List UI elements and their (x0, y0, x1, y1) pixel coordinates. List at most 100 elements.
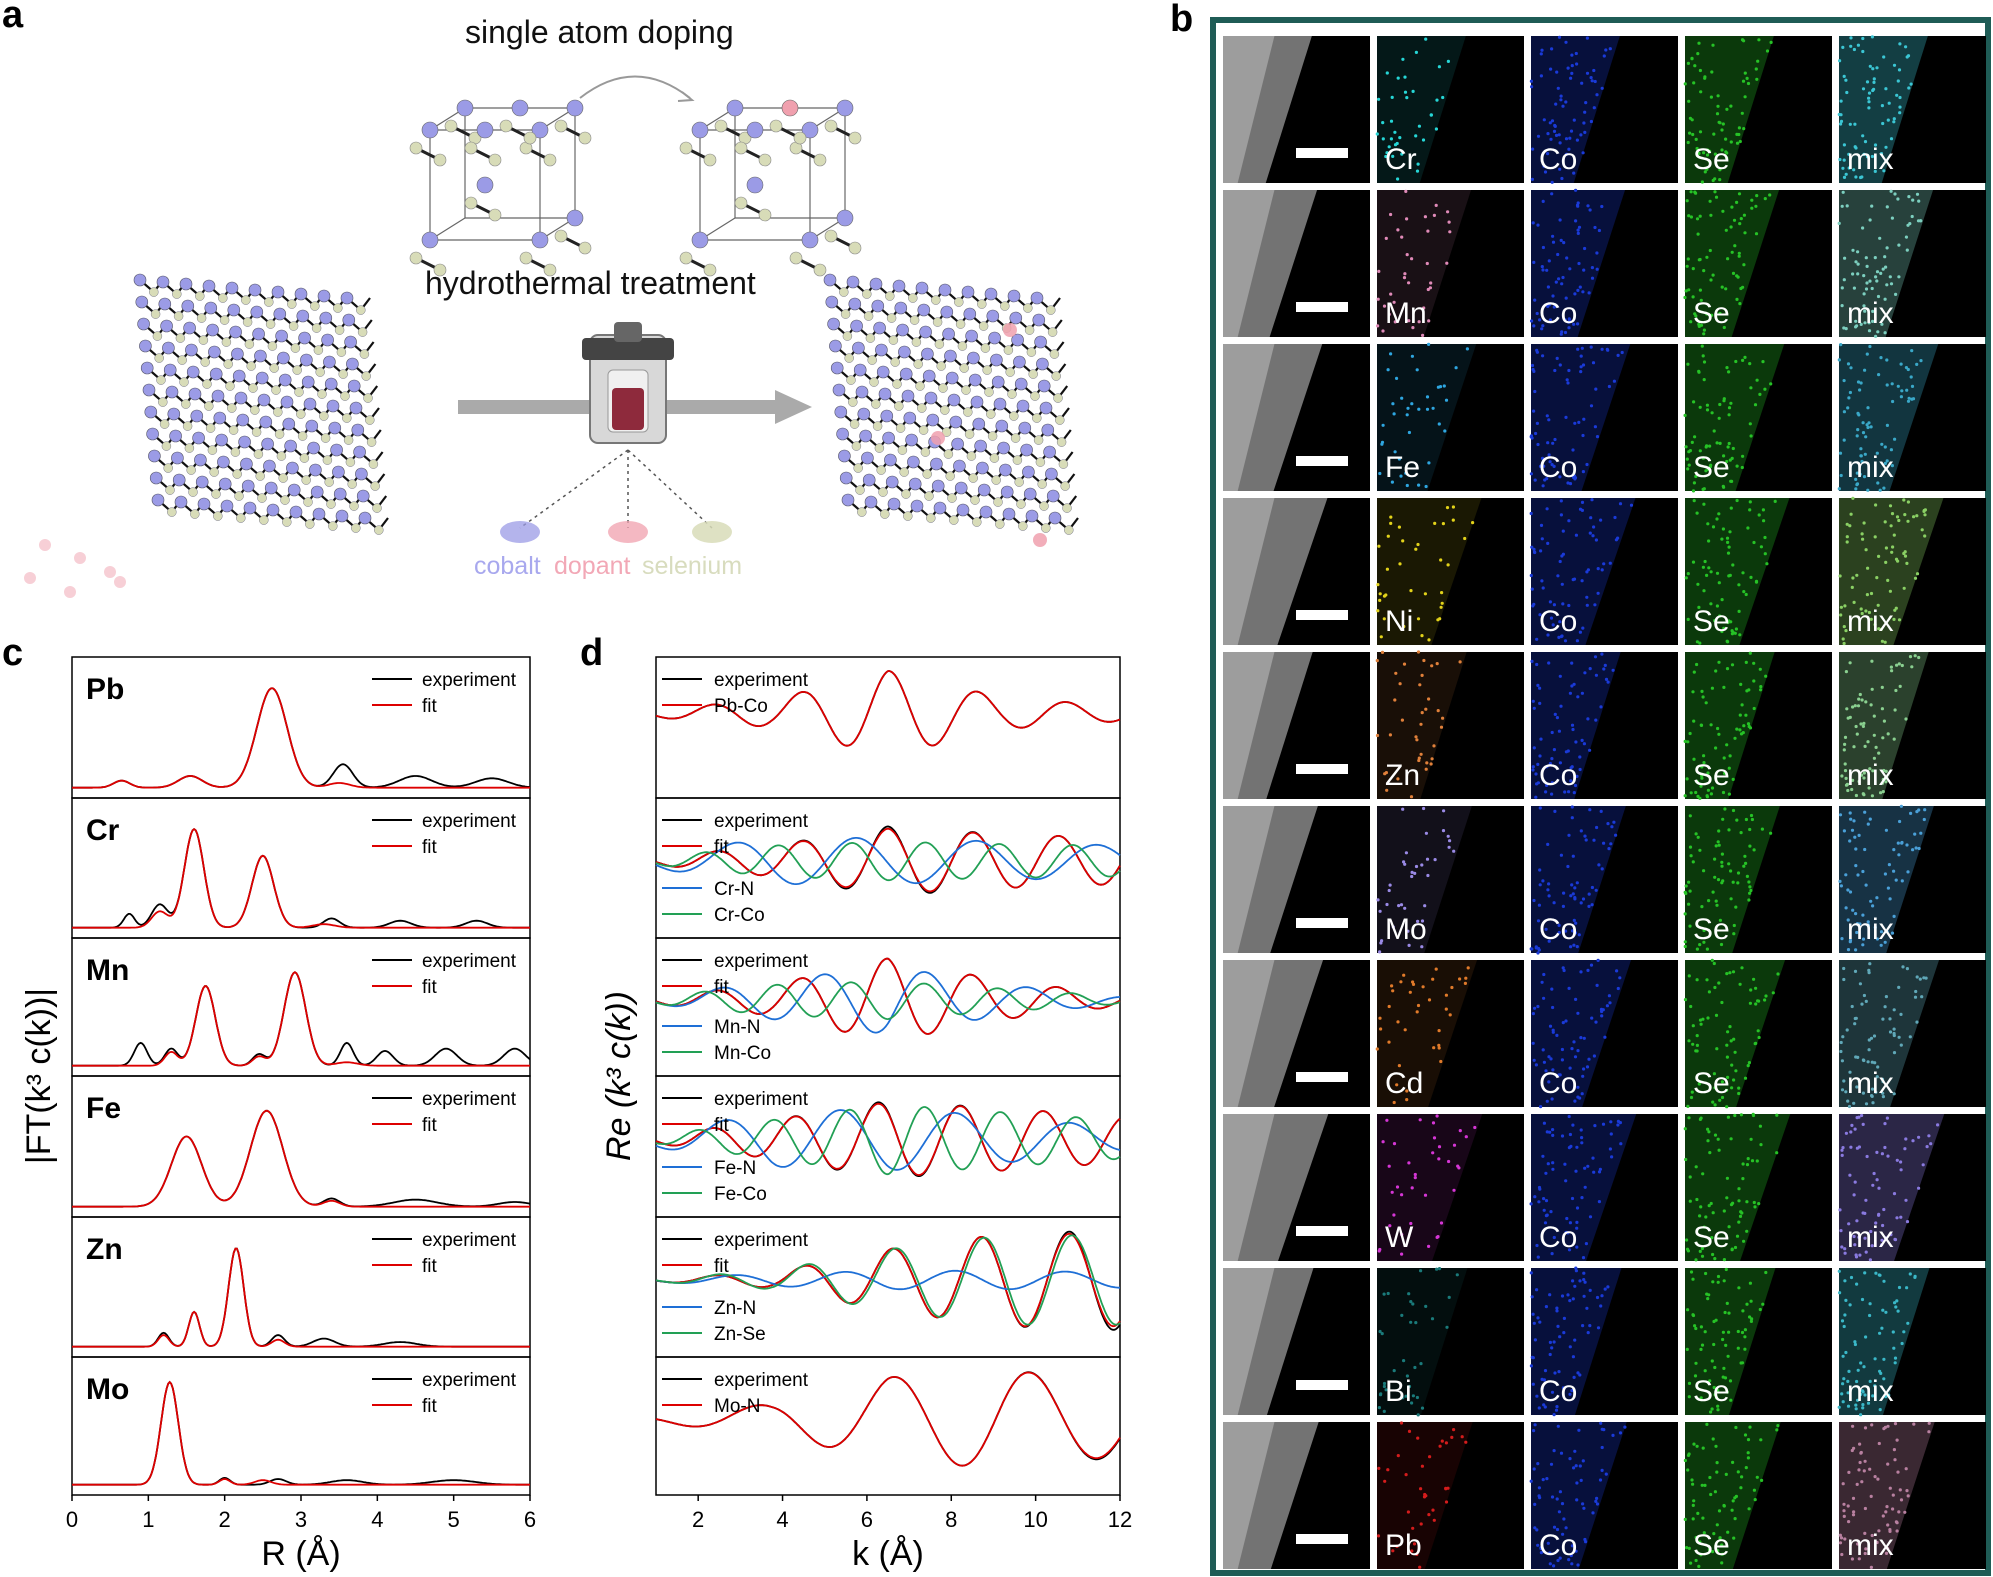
selenium-atom (1056, 437, 1067, 447)
signal-dot (1886, 118, 1890, 122)
signal-dot (1871, 88, 1875, 93)
selenium-atom (182, 421, 193, 431)
signal-dot (1397, 457, 1401, 461)
selenium-atom (523, 131, 537, 145)
signal-dot (1725, 156, 1729, 160)
signal-dot (1427, 342, 1431, 346)
selenium-atom (372, 503, 382, 513)
cobalt-atom (869, 277, 883, 291)
element-label: Cr (86, 814, 120, 847)
signal-dot (1415, 169, 1420, 173)
cobalt-atom (309, 463, 322, 477)
c-y-axis-title: |FT(k³ c(k))| (20, 988, 58, 1164)
cobalt-atom (202, 279, 216, 293)
signal-dot (1871, 67, 1875, 71)
scale-bar (1296, 148, 1348, 158)
signal-dot (1713, 152, 1717, 156)
selenium-atom (276, 451, 287, 461)
signal-dot (1736, 275, 1740, 279)
signal-dot (1589, 76, 1593, 80)
signal-dot (1844, 172, 1848, 176)
selenium-atom (324, 477, 334, 487)
cobalt-atom (976, 461, 989, 475)
cobalt-atom (931, 479, 945, 493)
signal-dot (1437, 422, 1441, 426)
signal-dot (1577, 225, 1582, 229)
ft-curve-experiment (72, 827, 530, 929)
sample-flake-edge (1223, 190, 1275, 337)
signal-dot (1691, 132, 1695, 137)
selenium-atom (991, 475, 1001, 485)
signal-dot (1595, 93, 1599, 97)
signal-dot (1557, 133, 1561, 137)
signal-dot (1432, 213, 1436, 217)
signal-dot (1862, 274, 1866, 278)
signal-dot (1403, 90, 1408, 94)
signal-dot (1724, 287, 1728, 291)
cobalt-atom (511, 99, 529, 117)
cobalt-atom (864, 495, 878, 509)
signal-dot (1553, 124, 1557, 128)
cobalt-atom (204, 301, 218, 315)
signal-dot (1417, 124, 1421, 128)
signal-dot (1768, 193, 1772, 197)
selenium-atom (317, 389, 327, 399)
x-tick-label: 6 (524, 1507, 536, 1532)
signal-dot (1711, 178, 1715, 183)
cobalt-atom (1032, 313, 1046, 327)
selenium-atom (269, 363, 279, 373)
selenium-atom (857, 507, 867, 517)
selenium-atom (1049, 349, 1060, 359)
cobalt-atom (266, 503, 280, 517)
selenium-atom (202, 379, 212, 389)
ft-subplot-mo: Mo experiment fit (71, 1356, 531, 1496)
element-label: Mn (86, 954, 129, 987)
signal-dot (1536, 134, 1541, 138)
signal-dot (1702, 328, 1706, 332)
selenium-atom (159, 419, 170, 429)
cobalt-atom (905, 433, 918, 447)
cobalt-atom (183, 321, 196, 335)
cobalt-atom (857, 407, 871, 421)
signal-dot (1564, 137, 1569, 141)
selenium-atom (813, 263, 827, 277)
signal-dot (1697, 258, 1701, 262)
x-tick-label: 5 (448, 1507, 460, 1532)
cobalt-atom (353, 445, 366, 459)
selenium-atom (892, 379, 902, 389)
process-arrow-head (775, 390, 812, 424)
legend-text: experiment (714, 811, 809, 832)
cobalt-precursor (500, 521, 540, 543)
selenium-atom (361, 371, 371, 381)
signal-dot (1389, 352, 1393, 356)
signal-dot (1559, 94, 1563, 98)
legend-text: Pb-Co (714, 696, 768, 717)
signal-dot (1421, 333, 1425, 337)
signal-dot (1558, 167, 1562, 171)
ft-subplot-zn: Zn experiment fit (71, 1216, 531, 1358)
signal-dot (1541, 484, 1545, 488)
signal-dot (1535, 421, 1539, 425)
selenium-atom (200, 357, 210, 367)
cobalt-atom (240, 457, 253, 471)
signal-dot (1567, 317, 1571, 321)
cobalt-atom (801, 121, 819, 139)
cobalt-atom (910, 499, 924, 513)
cobalt-atom (231, 347, 244, 361)
signal-dot (1435, 98, 1439, 102)
cobalt-atom (940, 305, 954, 319)
signal-dot (1860, 175, 1864, 179)
signal-dot (1581, 470, 1585, 474)
selenium-atom (152, 331, 163, 341)
cobalt-atom (250, 305, 264, 319)
signal-dot (1580, 81, 1584, 85)
legend-dopant: dopant (554, 552, 631, 580)
autoclave-cap (614, 322, 642, 342)
signal-dot (1743, 71, 1747, 75)
signal-dot (1689, 320, 1693, 324)
selenium-atom (989, 453, 1000, 463)
selenium-atom (365, 415, 375, 425)
d-x-axis-title: k (Å) (852, 1535, 924, 1573)
